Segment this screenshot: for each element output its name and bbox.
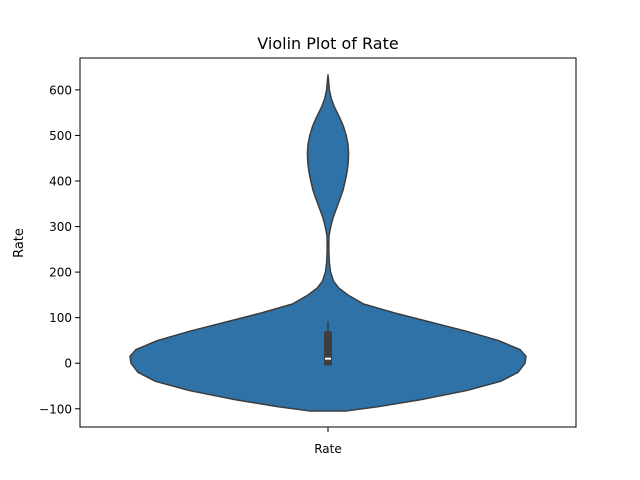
iqr-box	[324, 331, 332, 366]
y-tick-label: 100	[49, 311, 72, 325]
violin-layer	[129, 74, 527, 412]
x-tick-label: Rate	[314, 442, 342, 456]
y-tick-label: 600	[49, 83, 72, 97]
chart-title: Violin Plot of Rate	[257, 34, 398, 53]
y-axis: −100 0 100 200 300 400 500 600	[39, 83, 80, 416]
y-axis-label: Rate	[12, 228, 27, 258]
y-tick-label: 0	[64, 357, 72, 371]
y-tick-label: 500	[49, 129, 72, 143]
y-tick-label: 200	[49, 266, 72, 280]
inner-box	[324, 321, 332, 366]
y-tick-label: 300	[49, 220, 72, 234]
y-tick-label: −100	[39, 402, 72, 416]
violin-body-rate	[129, 74, 527, 412]
y-tick-label: 400	[49, 175, 72, 189]
x-axis: Rate	[314, 427, 342, 456]
